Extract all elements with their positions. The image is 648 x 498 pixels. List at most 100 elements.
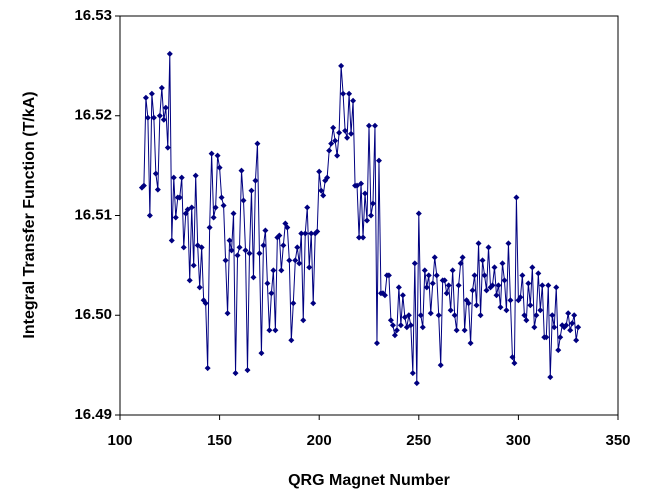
- data-marker: [156, 112, 163, 119]
- data-marker: [212, 204, 219, 211]
- data-marker: [316, 168, 323, 175]
- data-marker: [417, 312, 424, 319]
- data-marker: [146, 212, 153, 219]
- data-marker: [258, 350, 265, 357]
- data-marker: [495, 282, 502, 289]
- data-marker: [413, 380, 420, 387]
- data-marker: [160, 116, 167, 123]
- data-marker: [250, 274, 257, 281]
- data-marker: [216, 164, 223, 171]
- x-tick-label: 350: [605, 432, 630, 449]
- data-marker: [336, 129, 343, 136]
- x-tick-label: 200: [307, 432, 332, 449]
- data-marker: [362, 190, 369, 197]
- data-marker: [254, 140, 261, 147]
- data-marker: [286, 257, 293, 264]
- y-tick-label: 16.51: [74, 206, 112, 223]
- data-marker: [375, 157, 382, 164]
- data-marker: [170, 174, 177, 181]
- data-marker: [493, 292, 500, 299]
- data-marker: [445, 282, 452, 289]
- data-marker: [346, 90, 353, 97]
- data-marker: [144, 114, 151, 121]
- data-marker: [437, 362, 444, 369]
- data-marker: [192, 172, 199, 179]
- data-marker: [158, 84, 165, 91]
- data-marker: [296, 260, 303, 267]
- data-marker: [196, 284, 203, 291]
- data-marker: [531, 324, 538, 331]
- data-marker: [176, 194, 183, 201]
- data-marker: [186, 277, 193, 284]
- data-marker: [517, 294, 524, 301]
- y-axis-title: Integral Transfer Function (T/kA): [21, 91, 38, 338]
- data-marker: [300, 317, 307, 324]
- data-marker: [545, 282, 552, 289]
- data-marker: [276, 232, 283, 239]
- data-line: [141, 53, 579, 384]
- data-marker: [340, 90, 347, 97]
- data-marker: [142, 94, 149, 101]
- data-marker: [443, 290, 450, 297]
- data-marker: [485, 244, 492, 251]
- data-marker: [539, 282, 546, 289]
- data-marker: [457, 260, 464, 267]
- data-marker: [399, 292, 406, 299]
- data-marker: [178, 174, 185, 181]
- data-marker: [198, 244, 205, 251]
- data-marker: [270, 267, 277, 274]
- data-marker: [499, 260, 506, 267]
- data-marker: [214, 152, 221, 159]
- data-marker: [569, 320, 576, 327]
- data-marker: [421, 267, 428, 274]
- data-marker: [523, 317, 530, 324]
- data-marker: [334, 152, 341, 159]
- data-marker: [533, 312, 540, 319]
- data-marker: [425, 272, 432, 279]
- data-marker: [543, 334, 550, 341]
- x-tick-label: 150: [207, 432, 232, 449]
- data-marker: [519, 272, 526, 279]
- data-marker: [252, 177, 259, 184]
- data-marker: [549, 312, 556, 319]
- data-marker: [405, 312, 412, 319]
- data-marker: [246, 250, 253, 257]
- data-marker: [415, 210, 422, 217]
- data-marker: [431, 254, 438, 261]
- data-marker: [238, 167, 245, 174]
- data-marker: [264, 280, 271, 287]
- data-marker: [503, 307, 510, 314]
- data-marker: [447, 307, 454, 314]
- data-marker: [389, 322, 396, 329]
- x-axis-title: QRG Magnet Number: [288, 472, 450, 489]
- data-marker: [164, 144, 171, 151]
- data-marker: [451, 312, 458, 319]
- data-marker: [314, 228, 321, 235]
- data-marker: [324, 174, 331, 181]
- data-marker: [535, 270, 542, 277]
- data-marker: [228, 247, 235, 254]
- data-marker: [497, 304, 504, 311]
- data-marker: [332, 137, 339, 144]
- data-marker: [234, 252, 241, 259]
- data-marker: [236, 244, 243, 251]
- data-marker: [180, 244, 187, 251]
- data-marker: [326, 147, 333, 154]
- data-marker: [459, 254, 466, 261]
- data-marker: [419, 324, 426, 331]
- data-marker: [513, 194, 520, 201]
- data-marker: [366, 122, 372, 129]
- data-marker: [306, 264, 313, 271]
- data-marker: [360, 234, 367, 241]
- data-marker: [395, 284, 402, 291]
- data-marker: [537, 307, 544, 314]
- data-marker: [172, 214, 179, 221]
- data-marker: [140, 182, 147, 189]
- data-marker: [152, 170, 159, 177]
- data-marker: [461, 327, 468, 334]
- data-marker: [505, 240, 512, 247]
- data-marker: [268, 290, 275, 297]
- data-marker: [555, 347, 562, 354]
- y-tick-label: 16.52: [74, 107, 112, 124]
- data-marker: [308, 230, 315, 237]
